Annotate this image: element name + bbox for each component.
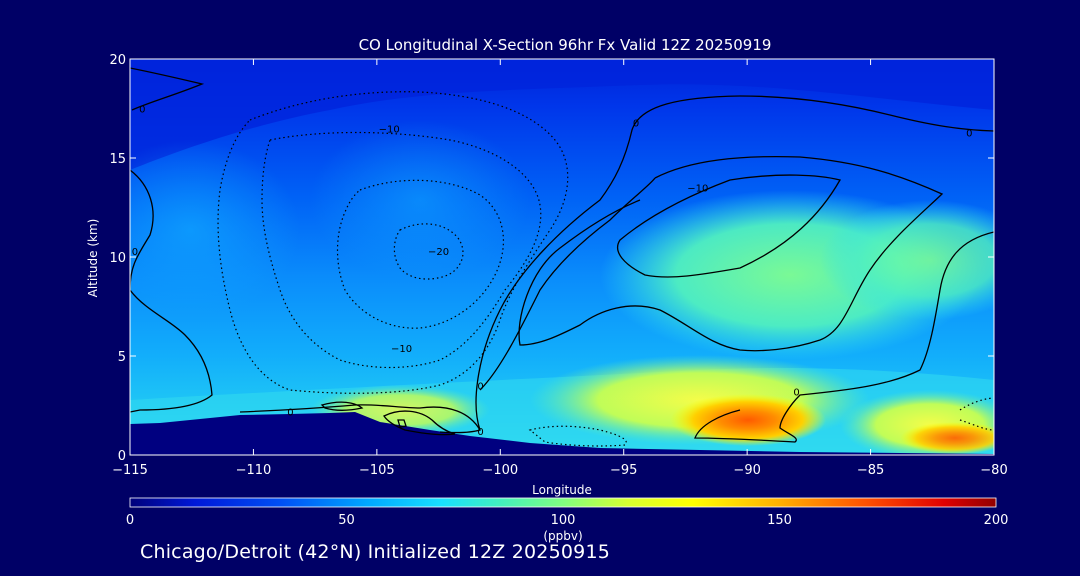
colorbar-ticks: 0 50 100 150 200 <box>126 513 1009 528</box>
co-maximum-core <box>670 394 826 446</box>
x-tick-label: −105 <box>359 463 395 478</box>
footer-caption: Chicago/Detroit (42°N) Initialized 12Z 2… <box>140 541 611 563</box>
x-tick-label: −85 <box>857 463 884 478</box>
contour-neg-east <box>959 397 994 411</box>
colorbar-tick-label: 200 <box>984 513 1009 528</box>
heatmap-field: 0 0 0 0 0 0 0 0 −10 −10 −10 −20 <box>130 59 994 455</box>
contour-neg-surface <box>528 425 627 447</box>
y-tick-label: 20 <box>109 53 126 68</box>
contour-label: 0 <box>633 118 639 129</box>
co-blob-west <box>130 140 300 320</box>
contour-zero-tiny <box>397 419 407 428</box>
contour-label: 0 <box>966 128 972 139</box>
x-axis-label: Longitude <box>532 483 592 497</box>
x-tick-label: −110 <box>236 463 272 478</box>
x-tick-label: −95 <box>610 463 637 478</box>
colorbar <box>129 497 997 508</box>
contour-label: 0 <box>287 407 293 418</box>
chart-title: CO Longitudinal X-Section 96hr Fx Valid … <box>359 36 772 54</box>
x-tick-label: −80 <box>980 463 1007 478</box>
y-tick-label: 15 <box>109 152 126 167</box>
contour-zero-east <box>694 231 994 443</box>
co-maximum-east <box>900 422 994 454</box>
colorbar-tick-label: 150 <box>767 513 792 528</box>
y-tick-label: 10 <box>109 251 126 266</box>
co-blob-center <box>310 120 530 280</box>
contour-zero-small-surface <box>383 410 456 436</box>
contour-label: −10 <box>687 184 708 195</box>
contour-zero-small-west <box>320 401 364 411</box>
contour-label: 0 <box>139 105 145 116</box>
y-tick-label: 0 <box>118 449 126 464</box>
contour-label: −10 <box>391 344 412 355</box>
x-tick-label: −100 <box>482 463 518 478</box>
contour-zero-southwest <box>130 289 213 413</box>
contour-label: 0 <box>132 247 138 258</box>
contour-zero-surface <box>239 404 481 434</box>
contour-zero-west <box>130 169 154 291</box>
x-tick-label: −115 <box>112 463 148 478</box>
contour-label: −10 <box>379 124 400 135</box>
co-plume-far-east <box>820 200 994 320</box>
low-co-band <box>130 59 994 170</box>
contour-zero-upper-loop <box>475 95 994 431</box>
terrain <box>130 412 994 455</box>
contour-neg20-outer <box>336 179 504 329</box>
y-tick-label: 5 <box>118 350 126 365</box>
x-axis: −115 −110 −105 −100 −95 −90 −85 −80 <box>112 59 1008 478</box>
y-axis-label: Altitude (km) <box>86 219 100 298</box>
contour-label: 0 <box>477 427 483 438</box>
contour-neg10-inner <box>261 131 542 369</box>
contour-labels: 0 0 0 0 0 0 0 0 −10 −10 −10 −20 <box>132 105 973 439</box>
x-tick-label: −90 <box>733 463 760 478</box>
contour-ten-plume <box>617 174 841 278</box>
solid-contours <box>130 67 994 443</box>
contour-zero-lower-loop <box>479 177 656 391</box>
contour-zero-plume <box>518 155 944 352</box>
colorbar-unit-label: (ppbv) <box>543 529 582 543</box>
dashed-contours <box>217 91 994 447</box>
contour-label: −20 <box>428 247 449 258</box>
y-axis: 0 5 10 15 20 <box>109 53 994 464</box>
contour-zero-top-left <box>130 67 205 111</box>
colorbar-tick-label: 0 <box>126 513 134 528</box>
contour-neg20-inner <box>393 223 464 280</box>
contour-label: 0 <box>793 388 799 399</box>
colorbar-tick-label: 100 <box>551 513 576 528</box>
colorbar-tick-label: 50 <box>338 513 355 528</box>
contour-label: 0 <box>477 382 483 393</box>
